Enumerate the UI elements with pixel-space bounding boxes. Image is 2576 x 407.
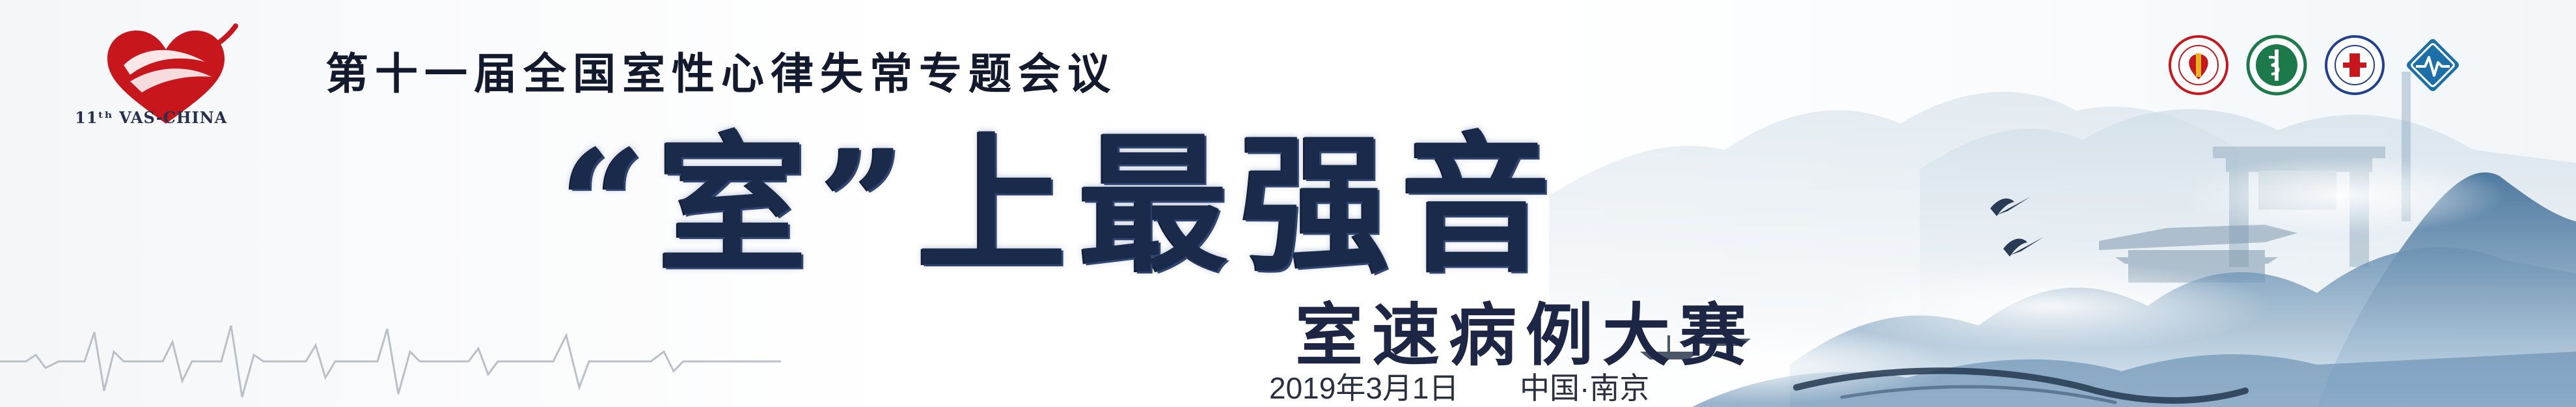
- vas-china-heart-logo-icon: [107, 23, 238, 124]
- event-date: 2019年3月1日: [1269, 371, 1459, 405]
- conference-title: 第十一届全国室性心律失常专题会议: [325, 49, 1117, 99]
- brand-caption: 11ᵗʰ VAS-CHINA: [75, 108, 228, 127]
- cma-badge-icon: [2246, 35, 2307, 96]
- headline: “室”上最强音: [560, 117, 1563, 293]
- subtitle: 室速病例大赛: [1295, 295, 1757, 375]
- heart-rhythm-diamond-icon: [2407, 39, 2459, 91]
- society-badge-icon: [2169, 35, 2228, 95]
- medical-association-badge-icon: [2325, 35, 2385, 95]
- partner-logos: [2167, 34, 2532, 99]
- ecg-line-decoration: [0, 325, 781, 398]
- event-location: 中国·南京: [1520, 371, 1650, 405]
